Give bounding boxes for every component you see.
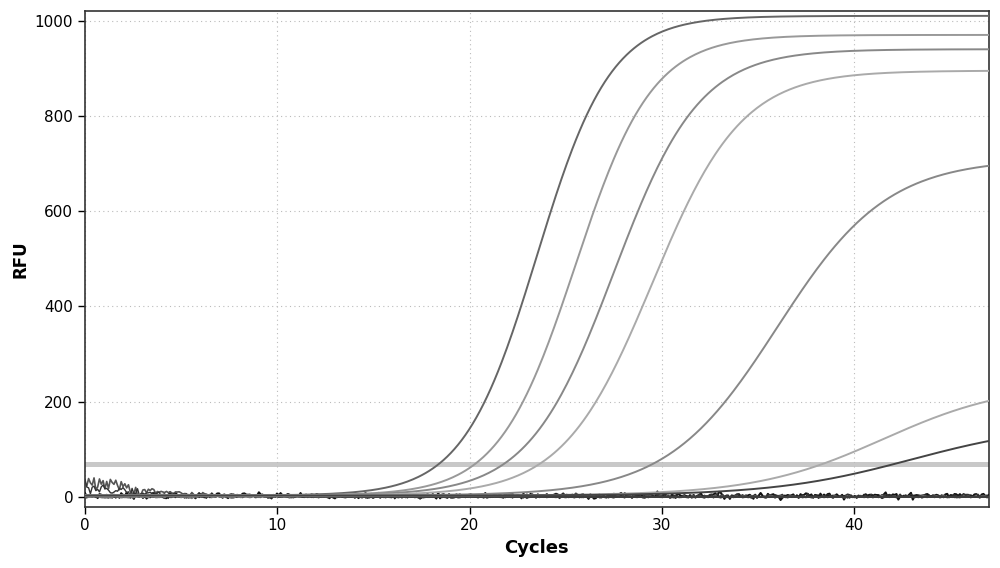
Y-axis label: RFU: RFU <box>11 240 29 278</box>
X-axis label: Cycles: Cycles <box>505 539 569 557</box>
